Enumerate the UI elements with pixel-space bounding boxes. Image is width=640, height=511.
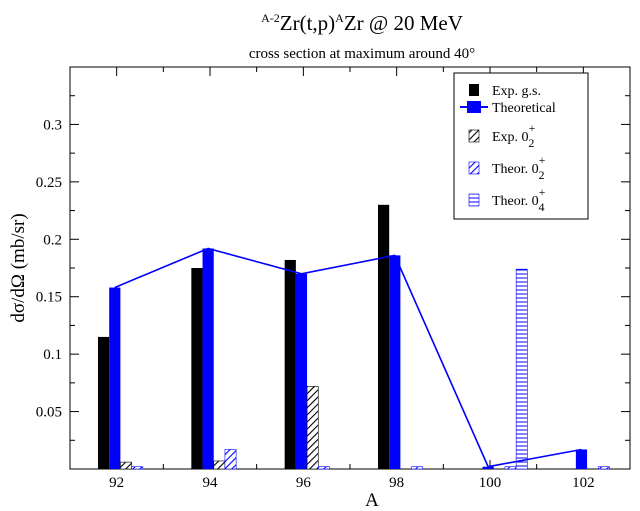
x-tick-label: 96 bbox=[296, 475, 312, 491]
x-tick-label: 102 bbox=[572, 475, 595, 491]
tick-labels: 92 94 96 98 100 102 0.05 0.1 0.15 0.2 0.25 0.3 bbox=[36, 117, 595, 491]
title-pre-superscript: A-2 bbox=[261, 11, 280, 25]
bar-theor_gs bbox=[109, 287, 121, 469]
x-tick-label: 100 bbox=[479, 475, 502, 491]
bar-theor_02 bbox=[504, 466, 517, 470]
x-axis-title: A bbox=[365, 490, 379, 511]
bar-exp_gs bbox=[191, 268, 203, 469]
title-part2: Zr @ 20 MeV bbox=[344, 11, 463, 35]
bar-theor_02 bbox=[131, 466, 144, 470]
title-part1: Zr(t,p) bbox=[280, 11, 335, 35]
y-axis-title: dσ/dΩ (mb/sr) bbox=[8, 213, 29, 322]
bar-theor_gs bbox=[389, 255, 401, 469]
y-tick-label: 0.3 bbox=[43, 117, 62, 133]
theory-line bbox=[114, 247, 582, 468]
y-tick-label: 0.1 bbox=[43, 347, 62, 363]
bar-theor_gs bbox=[575, 449, 588, 469]
theory-line-group bbox=[114, 247, 582, 468]
bar-exp_02 bbox=[120, 461, 132, 470]
legend-swatch bbox=[468, 129, 480, 143]
bar-exp_gs bbox=[378, 204, 390, 470]
bar-theor_04 bbox=[515, 268, 528, 470]
bar-theor_02 bbox=[317, 466, 330, 470]
legend-swatch bbox=[469, 84, 479, 96]
y-tick-label: 0.15 bbox=[36, 290, 62, 306]
bar-exp_02 bbox=[306, 386, 319, 470]
title-superscript: A bbox=[335, 11, 344, 25]
legend-label: Theoretical bbox=[492, 101, 556, 116]
y-tick-label: 0.25 bbox=[36, 175, 62, 191]
bar-theor_02 bbox=[597, 466, 610, 470]
bar-theor_02 bbox=[411, 466, 424, 470]
bar-marks bbox=[98, 204, 610, 470]
legend-swatch bbox=[468, 193, 480, 207]
legend-label: Exp. 0+ 2 bbox=[492, 121, 536, 150]
legend-item-theor_02: Theor. 0+ 2 bbox=[468, 153, 546, 182]
legend-item-exp_02: Exp. 0+ 2 bbox=[468, 121, 536, 150]
legend-label: Exp. g.s. bbox=[492, 84, 541, 99]
bar-theor_gs bbox=[482, 466, 494, 469]
x-tick-label: 98 bbox=[389, 475, 404, 491]
axis-ticks bbox=[69, 66, 631, 469]
bar-theor_gs bbox=[202, 248, 214, 469]
bar-exp_02 bbox=[213, 460, 226, 470]
chart-subtitle: cross section at maximum around 40° bbox=[249, 46, 475, 62]
bar-theor_02 bbox=[224, 449, 237, 470]
legend-item-theor_gs: Theoretical bbox=[460, 101, 556, 116]
legend-item-exp_gs: Exp. g.s. bbox=[469, 84, 541, 99]
bar-exp_gs bbox=[98, 336, 110, 469]
legend-swatch bbox=[467, 101, 481, 113]
legend-swatch bbox=[468, 161, 480, 175]
x-tick-label: 94 bbox=[203, 475, 219, 491]
y-tick-label: 0.2 bbox=[43, 232, 62, 248]
bar-exp_gs bbox=[284, 259, 296, 469]
chart-title: A-2Zr(t,p)AZr @ 20 MeV bbox=[261, 11, 463, 35]
bar-theor_gs bbox=[295, 273, 308, 469]
y-tick-label: 0.05 bbox=[36, 405, 62, 421]
legend: Exp. g.s. Theoretical Exp. 0+ 2 Theor. 0+ 2 Th… bbox=[453, 72, 589, 220]
x-tick-label: 92 bbox=[109, 475, 124, 491]
legend-label: Theor. 0+ 2 bbox=[492, 153, 546, 182]
legend-item-theor_04: Theor. 0+ 4 bbox=[468, 185, 546, 214]
legend-label: Theor. 0+ 4 bbox=[492, 185, 546, 214]
